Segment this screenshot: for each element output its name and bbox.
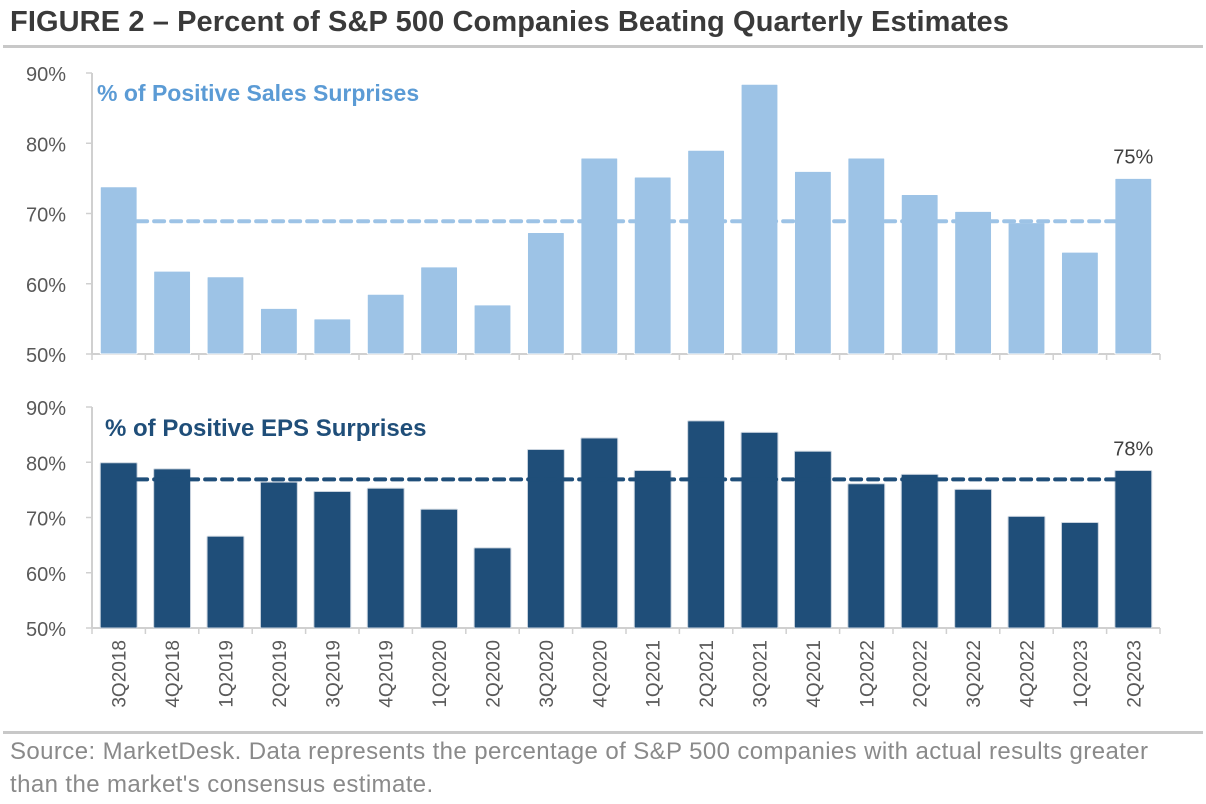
y-tick-label: 70% <box>26 509 66 531</box>
x-tick-label: 3Q2018 <box>110 640 131 708</box>
bar-4Q2020 <box>580 157 619 355</box>
bar-3Q2018 <box>99 186 138 355</box>
bar-1Q2019 <box>206 535 245 629</box>
sales-panel-title: % of Positive Sales Surprises <box>97 80 419 106</box>
bar-4Q2018 <box>153 270 192 355</box>
figure-title: FIGURE 2 – Percent of S&P 500 Companies … <box>10 6 1009 38</box>
x-tick-label: 1Q2019 <box>217 640 238 708</box>
bar-4Q2019 <box>366 487 405 629</box>
bar-1Q2021 <box>633 470 672 629</box>
bar-1Q2021 <box>633 176 672 355</box>
eps-panel-title: % of Positive EPS Surprises <box>105 415 426 442</box>
y-tick-label: 90% <box>26 398 66 420</box>
y-tick-label: 50% <box>26 345 66 367</box>
x-tick-label: 1Q2021 <box>644 640 665 708</box>
x-tick-label: 2Q2021 <box>697 640 718 708</box>
y-tick-label: 80% <box>26 134 66 156</box>
bar-1Q2020 <box>420 508 459 629</box>
x-tick-label: 2Q2019 <box>270 640 291 708</box>
bar-2Q2021 <box>687 420 726 629</box>
x-axis-labels: 3Q2018 4Q2018 1Q2019 2Q2019 3Q2019 4Q2019 1Q20… <box>110 640 1146 708</box>
y-tick-label: 60% <box>26 564 66 586</box>
bar-4Q2022 <box>1007 515 1046 629</box>
x-tick-label: 2Q2022 <box>911 640 932 708</box>
x-tick-label: 4Q2020 <box>590 640 611 708</box>
x-tick-label: 1Q2020 <box>430 640 451 708</box>
y-tick-label: 50% <box>26 619 66 641</box>
latest-value-label: 75% <box>1113 146 1153 168</box>
y-tick-label: 80% <box>26 453 66 475</box>
bar-1Q2022 <box>847 483 886 629</box>
source-note: Source: MarketDesk. Data represents the … <box>10 738 1149 798</box>
bar-2Q2020 <box>473 547 512 629</box>
x-tick-label: 3Q2022 <box>964 640 985 708</box>
x-tick-label: 3Q2020 <box>537 640 558 708</box>
bar-4Q2022 <box>1007 222 1046 355</box>
sales-surprises-panel: 50% 60% 70% 80% 90% 75% % of Positive Sales Su… <box>26 64 1161 367</box>
x-tick-label: 3Q2019 <box>323 640 344 708</box>
y-tick-label: 90% <box>26 64 66 86</box>
bar-3Q2022 <box>954 488 993 629</box>
bar-3Q2018 <box>99 462 138 629</box>
bar-2Q2022 <box>900 194 939 355</box>
bar-4Q2019 <box>366 293 405 355</box>
x-tick-label: 2Q2020 <box>484 640 505 708</box>
x-tick-label: 3Q2021 <box>751 640 772 708</box>
bar-2Q2020 <box>473 304 512 355</box>
y-tick-label: 70% <box>26 205 66 227</box>
bar-3Q2022 <box>954 210 993 355</box>
bar-2Q2023 <box>1114 177 1153 355</box>
bar-4Q2018 <box>153 468 192 629</box>
title-divider <box>3 45 1203 48</box>
bar-2Q2019 <box>259 481 298 629</box>
x-tick-label: 1Q2023 <box>1071 640 1092 708</box>
bar-4Q2020 <box>580 437 619 629</box>
bar-4Q2021 <box>793 170 832 355</box>
bar-2Q2023 <box>1114 470 1153 629</box>
bar-3Q2019 <box>313 318 352 355</box>
x-tick-label: 4Q2018 <box>163 640 184 708</box>
bar-2Q2021 <box>687 149 726 355</box>
y-tick-label: 60% <box>26 275 66 297</box>
x-tick-label: 1Q2022 <box>857 640 878 708</box>
bar-3Q2021 <box>740 431 779 629</box>
bar-2Q2022 <box>900 473 939 629</box>
footer-divider <box>3 731 1203 734</box>
eps-surprises-panel: 50% 60% 70% 80% 90% 78% % of Positive EPS Surp… <box>26 398 1161 641</box>
bar-1Q2022 <box>847 157 886 355</box>
bar-4Q2021 <box>793 450 832 629</box>
bar-3Q2020 <box>526 231 565 355</box>
bar-1Q2023 <box>1060 521 1099 629</box>
x-tick-label: 4Q2021 <box>804 640 825 708</box>
bar-3Q2019 <box>313 491 352 629</box>
x-tick-label: 4Q2022 <box>1018 640 1039 708</box>
latest-value-label: 78% <box>1113 439 1153 461</box>
x-tick-label: 2Q2023 <box>1124 640 1145 708</box>
bar-2Q2019 <box>259 307 298 355</box>
bar-1Q2023 <box>1060 251 1099 355</box>
bar-1Q2019 <box>206 276 245 355</box>
bar-3Q2020 <box>526 449 565 629</box>
bar-1Q2020 <box>420 266 459 355</box>
x-tick-label: 4Q2019 <box>377 640 398 708</box>
chart-area: 50% 60% 70% 80% 90% 75% % of Positive Sales Su… <box>26 64 1161 708</box>
bar-3Q2021 <box>740 83 779 355</box>
